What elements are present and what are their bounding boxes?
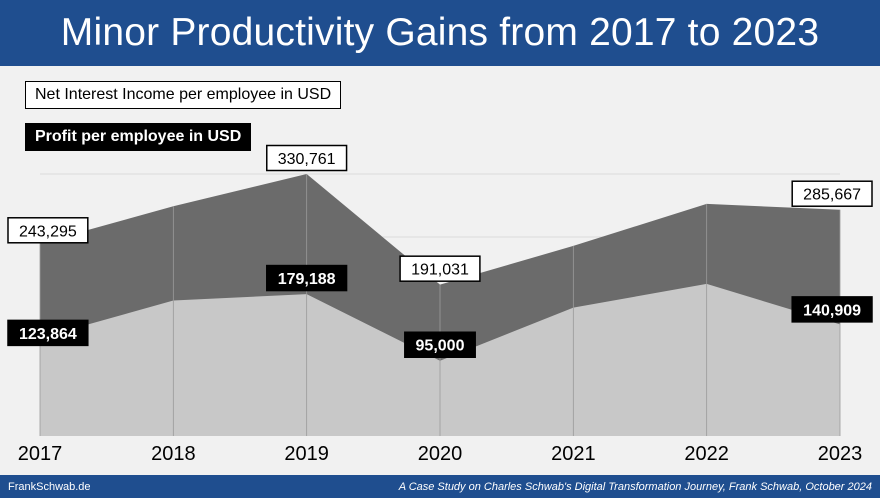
data-label-box	[266, 144, 348, 172]
x-tick-label: 2019	[284, 443, 329, 465]
data-label-text: 123,864	[19, 326, 77, 343]
x-tick-label: 2022	[684, 443, 729, 465]
data-label-nii: 191,031	[399, 255, 481, 282]
data-label-nii: 330,761	[266, 144, 348, 172]
footer: FrankSchwab.de A Case Study on Charles S…	[0, 475, 880, 498]
series-area-profit	[40, 283, 840, 436]
data-label-text: 330,761	[278, 151, 336, 168]
data-label-text: 179,188	[278, 271, 336, 288]
x-axis-ticks: 2017 2018 2019 2020 2021 2022 2023	[18, 443, 863, 465]
data-label-profit: 123,864	[7, 319, 89, 347]
data-label-text: 191,031	[411, 262, 469, 279]
title-bar: Minor Productivity Gains from 2017 to 20…	[0, 0, 880, 66]
data-label-profit: 95,000	[404, 331, 476, 358]
x-tick-label: 2018	[151, 443, 196, 465]
x-tick-label: 2021	[551, 443, 596, 465]
data-label-text: 140,909	[803, 302, 861, 319]
area-chart: 2017 2018 2019 2020 2021 2022 2023 243,295 330,…	[7, 144, 873, 465]
legend-profit: Profit per employee in USD	[25, 123, 252, 151]
x-tick-label: 2017	[18, 443, 63, 465]
data-label-text: 95,000	[416, 338, 465, 355]
data-label-box	[7, 319, 89, 347]
data-label-text: 285,667	[803, 187, 861, 204]
x-tick-label: 2020	[418, 443, 463, 465]
data-label-nii: 285,667	[791, 180, 873, 207]
footer-site: FrankSchwab.de	[8, 480, 91, 493]
data-label-nii: 243,295	[7, 217, 89, 244]
data-label-profit: 140,909	[791, 296, 873, 323]
footer-caption: A Case Study on Charles Schwab's Digital…	[398, 480, 872, 493]
data-label-box	[791, 180, 873, 207]
data-label-box	[7, 217, 89, 244]
data-label-box	[399, 255, 481, 282]
data-label-text: 243,295	[19, 223, 77, 240]
data-label-box	[266, 264, 348, 292]
data-label-box	[404, 331, 476, 358]
x-tick-label: 2023	[818, 443, 863, 465]
data-labels: 243,295 330,761 191,031 285,667 123,864 179,1…	[7, 144, 873, 358]
page-title: Minor Productivity Gains from 2017 to 20…	[60, 11, 820, 54]
data-label-profit: 179,188	[266, 264, 348, 292]
legend-net-interest-income: Net Interest Income per employee in USD	[25, 81, 342, 109]
data-label-box	[791, 296, 873, 323]
